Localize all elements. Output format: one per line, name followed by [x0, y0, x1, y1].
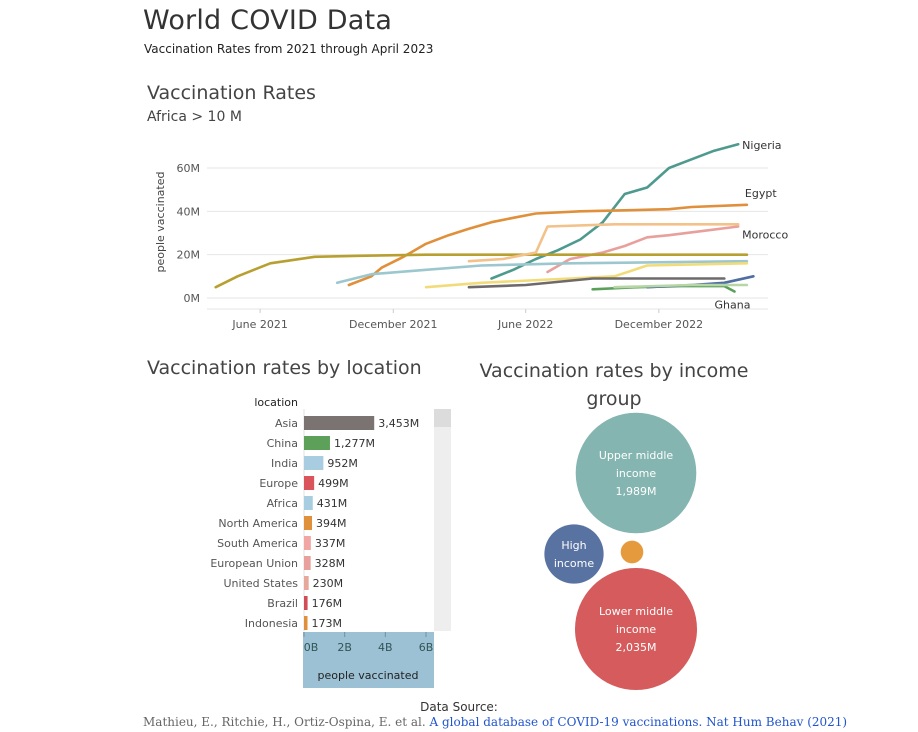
x-axis-band: [303, 632, 434, 688]
category-label: Asia: [275, 417, 298, 430]
line-chart-title: Vaccination Rates: [147, 82, 316, 104]
bubble-lower-middle-income[interactable]: [575, 568, 697, 690]
bar-europe[interactable]: [304, 476, 315, 490]
bubble-label: High: [561, 539, 586, 552]
series-line-country-5[interactable]: [214, 253, 749, 289]
bubble-high-income[interactable]: [544, 524, 604, 584]
bar-india[interactable]: [304, 456, 324, 470]
citation-link[interactable]: A global database of COVID-19 vaccinatio…: [429, 715, 848, 729]
bar-value-label: 1,277M: [334, 437, 375, 450]
bar-brazil[interactable]: [304, 596, 308, 610]
bubble-chart-title: Vaccination rates by income group: [479, 360, 749, 410]
category-label: India: [271, 457, 298, 470]
bar-north-america[interactable]: [304, 516, 313, 530]
y-tick-label: 20M: [177, 249, 201, 262]
bar-united-states[interactable]: [304, 576, 309, 590]
line-chart[interactable]: 0M 20M 40M 60M June 2021 December 2021 June 20…: [0, 0, 918, 345]
series-label-ghana: Ghana: [715, 299, 751, 312]
category-label: European Union: [210, 557, 298, 570]
dashboard-subtitle: Vaccination Rates from 2021 through Apri…: [144, 42, 434, 56]
series-label-morocco: Morocco: [742, 229, 788, 242]
category-label: Indonesia: [245, 617, 298, 630]
bar-value-label: 3,453M: [378, 417, 419, 430]
category-label: United States: [224, 577, 299, 590]
dashboard-title: World COVID Data: [143, 5, 393, 36]
x-tick-label: June 2021: [231, 318, 287, 331]
citation-authors: Mathieu, E., Ritchie, H., Ortiz-Ospina, …: [143, 715, 426, 729]
x-tick-label: 4B: [378, 641, 393, 654]
series-line-egypt[interactable]: [347, 203, 749, 287]
category-label: Europe: [259, 477, 298, 490]
category-label: North America: [218, 517, 298, 530]
x-tick-label: December 2022: [615, 318, 704, 331]
bar-value-label: 337M: [315, 537, 346, 550]
series-line-morocco[interactable]: [546, 225, 740, 274]
bubble-label: Lower middle: [599, 605, 673, 618]
category-label: South America: [217, 537, 298, 550]
bar-value-label: 499M: [318, 477, 349, 490]
x-tick-label: June 2022: [497, 318, 553, 331]
data-source-citation: Mathieu, E., Ritchie, H., Ortiz-Ospina, …: [143, 715, 847, 729]
bar-china[interactable]: [304, 436, 330, 450]
bar-european-union[interactable]: [304, 556, 311, 570]
series-label-nigeria: Nigeria: [742, 139, 781, 152]
bar-value-label: 394M: [316, 517, 347, 530]
y-tick-label: 40M: [177, 205, 201, 218]
bar-south-america[interactable]: [304, 536, 311, 550]
series-line-country-6[interactable]: [467, 223, 740, 263]
bubble-label: income: [554, 557, 595, 570]
bubble-value-label: 1,989M: [616, 485, 657, 498]
bar-value-label: 952M: [327, 457, 358, 470]
series-line-nigeria[interactable]: [490, 142, 740, 280]
bubble-label: income: [616, 467, 657, 480]
bar-chart[interactable]: location Asia 3,453M China 1,277M India 952M Eu…: [0, 0, 460, 732]
y-axis-title: people vaccinated: [154, 172, 167, 273]
y-tick-label: 0M: [184, 292, 201, 305]
bubble-small-group[interactable]: [620, 540, 644, 564]
category-label: Africa: [267, 497, 298, 510]
bubble-label: Upper middle: [599, 449, 674, 462]
y-tick-label: 60M: [177, 162, 201, 175]
data-source-label: Data Source:: [420, 700, 498, 714]
bubble-value-label: 2,035M: [616, 641, 657, 654]
bar-africa[interactable]: [304, 496, 313, 510]
bar-value-label: 431M: [317, 497, 348, 510]
x-tick-label: 0B: [304, 641, 319, 654]
x-axis-title: people vaccinated: [318, 669, 419, 682]
x-tick-label: 2B: [337, 641, 352, 654]
bar-value-label: 176M: [312, 597, 343, 610]
bar-chart-title: Vaccination rates by location: [147, 357, 422, 379]
bar-value-label: 173M: [312, 617, 343, 630]
category-label: China: [267, 437, 298, 450]
scrollbar-track[interactable]: [434, 409, 451, 631]
series-line-country-9[interactable]: [467, 277, 726, 289]
category-label: Brazil: [267, 597, 298, 610]
bar-value-label: 230M: [313, 577, 344, 590]
x-tick-label: 6B: [419, 641, 434, 654]
category-header: location: [254, 396, 298, 409]
series-line-country-7[interactable]: [335, 259, 749, 285]
x-tick-label: December 2021: [349, 318, 438, 331]
bar-asia[interactable]: [304, 416, 375, 430]
bar-indonesia[interactable]: [304, 616, 308, 630]
series-line-country-11[interactable]: [613, 283, 749, 289]
bar-value-label: 328M: [315, 557, 346, 570]
series-label-egypt: Egypt: [745, 187, 777, 200]
line-chart-subtitle: Africa > 10 M: [147, 109, 242, 125]
scrollbar-thumb[interactable]: [434, 409, 451, 427]
bubble-upper-middle-income[interactable]: [575, 412, 697, 534]
bubble-label: income: [616, 623, 657, 636]
